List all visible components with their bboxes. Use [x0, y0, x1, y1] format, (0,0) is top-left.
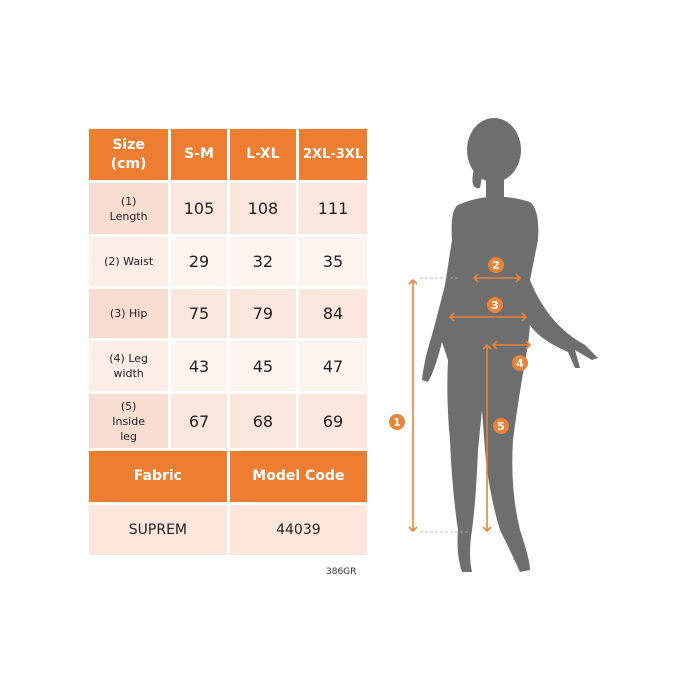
cell: 108: [229, 183, 297, 234]
label-text: Inside: [112, 414, 145, 428]
cell: 35: [299, 237, 367, 286]
measurement-arrows: [408, 273, 532, 533]
marker-5: [493, 418, 509, 434]
cell: 68: [229, 394, 297, 448]
label-text: leg: [120, 429, 138, 443]
table-header-row: Size (cm) S-M L-XL 2XL-3XL: [89, 129, 367, 180]
table-row: (5) Inside leg 67 68 69: [89, 394, 367, 448]
label-text: (4) Leg: [109, 352, 148, 365]
row-label: (3) Hip: [89, 289, 169, 338]
marker-label: 2: [492, 259, 500, 272]
size-table: Size (cm) S-M L-XL 2XL-3XL (1) Length 105 …: [86, 126, 370, 558]
cell: 111: [299, 183, 367, 234]
marker-3: [487, 297, 503, 313]
header-l-xl: L-XL: [229, 129, 297, 180]
cell: 47: [299, 341, 367, 391]
marker-label: 4: [516, 357, 524, 370]
cell: 43: [171, 341, 227, 391]
cell: 67: [171, 394, 227, 448]
product-code: 386GR: [326, 567, 357, 577]
cell: 105: [171, 183, 227, 234]
label-text: (5): [120, 399, 137, 413]
row-label: (4) Leg width: [89, 341, 169, 391]
table-row: (4) Leg width 43 45 47: [89, 341, 367, 391]
table-row: (3) Hip 75 79 84: [89, 289, 367, 338]
model-code-value: 44039: [229, 505, 367, 555]
cell: 45: [229, 341, 297, 391]
header-text: Size: [112, 136, 145, 153]
body-silhouette-illustration: 2 3 4 1 5: [389, 118, 598, 572]
marker-label: 3: [491, 299, 499, 312]
marker-label: 5: [497, 420, 505, 433]
row-label: (2) Waist: [89, 237, 169, 286]
cell: 84: [299, 289, 367, 338]
cell: 29: [171, 237, 227, 286]
row-label: (5) Inside leg: [89, 394, 169, 448]
measurement-markers: [389, 257, 528, 434]
table-row: (2) Waist 29 32 35: [89, 237, 367, 286]
marker-1: [389, 414, 405, 430]
marker-label: 1: [393, 416, 401, 429]
cell: 69: [299, 394, 367, 448]
cell: 32: [229, 237, 297, 286]
marker-4: [512, 355, 528, 371]
silhouette: [422, 118, 598, 572]
cell: 79: [229, 289, 297, 338]
fabric-label: Fabric: [89, 451, 227, 502]
table-row: (1) Length 105 108 111: [89, 183, 367, 234]
header-text: (cm): [110, 155, 147, 172]
model-code-label: Model Code: [229, 451, 367, 502]
header-2xl-3xl: 2XL-3XL: [299, 129, 367, 180]
label-text: Length: [109, 209, 148, 223]
header-size: Size (cm): [89, 129, 169, 180]
label-text: width: [113, 367, 144, 380]
marker-2: [488, 257, 504, 273]
cell: 75: [171, 289, 227, 338]
row-label: (1) Length: [89, 183, 169, 234]
label-text: (1): [120, 194, 137, 208]
fabric-row: SUPREM 44039: [89, 505, 367, 555]
fabric-value: SUPREM: [89, 505, 227, 555]
guide-lines: [420, 277, 468, 533]
header-s-m: S-M: [171, 129, 227, 180]
fabric-header-row: Fabric Model Code: [89, 451, 367, 502]
